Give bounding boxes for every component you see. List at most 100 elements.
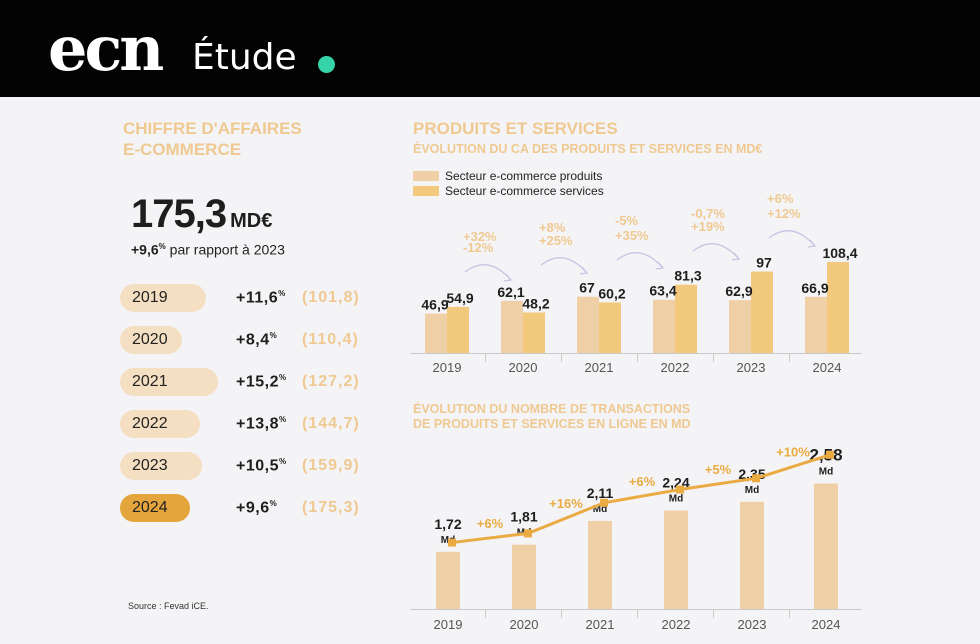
header-bar: ecn Étude: [0, 0, 980, 97]
year-total: (110,4): [302, 331, 359, 348]
growth-note: +9,6% par rapport à 2023: [131, 238, 285, 259]
transaction-value: 1,72: [434, 516, 461, 532]
year-pill: 2023: [120, 452, 202, 480]
data-label-services: 97: [756, 255, 772, 271]
growth-annotation-products: -5%: [615, 213, 639, 228]
bar-products: [805, 296, 827, 353]
bar-services: [675, 284, 697, 353]
year-row-2021: 2021 +15,2% (127,2): [0, 368, 380, 398]
data-label-products: 63,4: [649, 283, 676, 299]
year-growth: +11,6%: [236, 289, 286, 307]
year-growth-value: +11,6: [236, 289, 279, 307]
growth-annotation-products: +8%: [539, 220, 566, 235]
legend-services-label: Secteur e-commerce services: [445, 184, 604, 198]
growth-arrow-head: [655, 261, 665, 270]
products-services-subtitle: ÉVOLUTION DU CA DES PRODUITS ET SERVICES…: [413, 142, 763, 156]
growth-arrow: [692, 243, 740, 260]
trend-marker: [752, 474, 760, 483]
year-growth: +15,2%: [236, 373, 287, 391]
year-total: (101,8): [302, 289, 360, 306]
growth-annotation-services: +35%: [615, 228, 649, 243]
trend-marker: [600, 498, 608, 507]
year-growth-sign: %: [278, 373, 287, 382]
growth-pct-sign: %: [158, 242, 166, 251]
year-growth: +9,6%: [236, 499, 277, 517]
transaction-bar: [664, 510, 688, 609]
bar-services: [523, 312, 545, 353]
year-growth-sign: %: [269, 499, 278, 508]
growth-arrow: [464, 264, 512, 281]
growth-annotation-products: +32%: [463, 229, 497, 244]
transaction-bar: [740, 501, 764, 609]
header-label: Étude: [192, 37, 297, 78]
growth-annotation-products: -0,7%: [691, 206, 725, 221]
ecn-logo: ecn: [48, 12, 164, 85]
data-label-products: 62,1: [497, 284, 524, 300]
year-growth-sign: %: [278, 415, 287, 424]
x-tick-label-2: 2024: [812, 617, 841, 632]
trend-line: [451, 453, 831, 545]
transaction-bar: [814, 483, 838, 609]
year-growth-sign: %: [278, 457, 287, 466]
green-dot-icon: [318, 56, 335, 73]
year-pill: 2021: [120, 368, 218, 396]
year-row-2023: 2023 +10,5% (159,9): [0, 452, 380, 482]
year-row-2020: 2020 +8,4% (110,4): [0, 326, 380, 356]
x-tick-label: 2019: [433, 360, 462, 375]
bar-services: [751, 271, 773, 353]
year-pill: 2020: [120, 326, 182, 354]
total-revenue: 175,3 MD€: [131, 194, 272, 241]
year-growth-value: +10,5: [236, 457, 279, 475]
trend-marker: [448, 538, 456, 547]
year-total: (144,7): [302, 415, 360, 432]
year-growth-value: +13,8: [236, 415, 279, 433]
transaction-unit: Md: [819, 467, 833, 478]
x-tick-label: 2021: [585, 360, 614, 375]
year-total: (127,2): [302, 373, 360, 390]
bar-services: [599, 302, 621, 353]
revenue-title-line2: E-COMMERCE: [123, 140, 242, 159]
legend-products: Secteur e-commerce produits: [413, 169, 602, 183]
bar-services: [447, 306, 469, 353]
growth-arrow-head: [731, 252, 741, 261]
bar-products: [729, 300, 751, 353]
growth-annotation-products: +6%: [767, 191, 794, 206]
data-label-products: 62,9: [725, 283, 752, 299]
transaction-bar: [436, 551, 460, 609]
transaction-bar: [512, 544, 536, 609]
data-label-products: 67: [579, 280, 595, 296]
x-tick-label: 2024: [813, 360, 842, 375]
year-row-2024: 2024 +9,6% (175,3): [0, 494, 380, 524]
data-label-products: 46,9: [421, 297, 448, 313]
growth-arrow: [616, 252, 664, 269]
data-label-services: 54,9: [446, 290, 473, 306]
trend-growth-label: +6%: [629, 474, 656, 489]
year-growth: +8,4%: [236, 331, 277, 349]
growth-text: par rapport à 2023: [169, 241, 285, 258]
transactions-title-line1: ÉVOLUTION DU NOMBRE DE TRANSACTIONS: [413, 402, 691, 416]
trend-growth-label: +16%: [549, 496, 583, 511]
year-growth: +13,8%: [236, 415, 287, 433]
legend-products-label: Secteur e-commerce produits: [445, 169, 603, 183]
x-tick-label-2: 2021: [586, 617, 615, 632]
growth-annotation-services: -12%: [463, 240, 494, 255]
trend-growth-label: +5%: [705, 462, 732, 477]
data-label-services: 81,3: [674, 268, 701, 284]
year-total: (159,9): [302, 457, 360, 474]
data-label-services: 60,2: [598, 285, 625, 301]
trend-marker: [524, 529, 532, 538]
trend-marker: [826, 450, 834, 459]
total-revenue-unit: MD€: [230, 210, 273, 232]
trend-marker: [676, 485, 684, 494]
products-services-title: PRODUITS ET SERVICES: [413, 119, 618, 138]
x-tick-label: 2022: [661, 360, 690, 375]
bar-products: [425, 313, 447, 353]
x-tick-label-2: 2023: [738, 617, 767, 632]
year-growth-sign: %: [278, 289, 286, 298]
growth-annotation-services: +25%: [539, 233, 573, 248]
year-growth-value: +9,6: [236, 499, 270, 517]
transaction-value: 2,11: [587, 485, 614, 501]
year-pill: 2019: [120, 284, 206, 312]
legend-products-swatch: [413, 171, 439, 181]
x-tick-label: 2020: [509, 360, 538, 375]
